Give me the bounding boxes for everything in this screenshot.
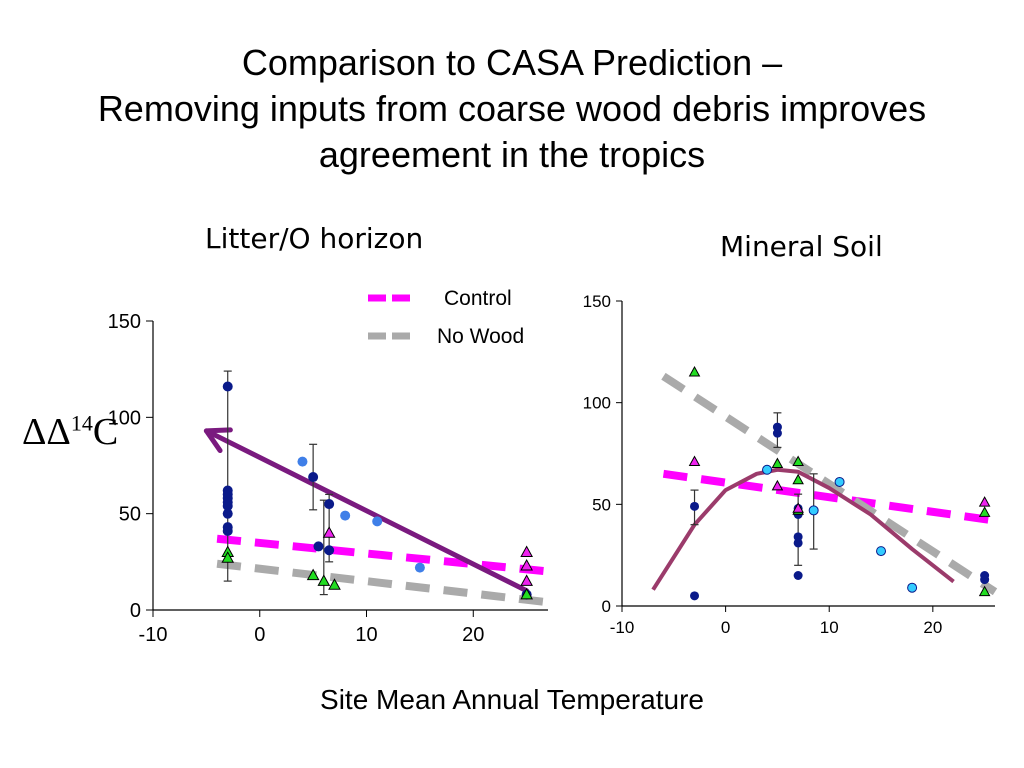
litter-y-tick-label: 100 — [108, 407, 141, 429]
mineral-navy-data-point — [793, 571, 803, 580]
mineral-green-triangle-point — [792, 455, 804, 466]
y-axis-label: ΔΔ14C — [22, 410, 118, 454]
litter-navy-data-point — [222, 489, 233, 500]
mineral-y-tick-label: 100 — [583, 394, 611, 413]
litter-control-line — [216, 534, 549, 576]
litter-navy-data-point — [324, 545, 335, 556]
mineral-control-line — [662, 469, 996, 525]
mineral-magenta-triangle-point — [688, 455, 701, 466]
litter-blue-data-point — [414, 562, 425, 573]
litter-y-tick-label: 0 — [130, 600, 141, 622]
mineral-cyan-data-point — [834, 476, 845, 487]
mineral-green-triangle-point — [792, 473, 804, 485]
legend-label-no-wood: No Wood — [437, 325, 524, 348]
litter-trend-arrow-head — [203, 427, 233, 454]
litter-green-triangle-point — [306, 568, 320, 581]
litter-green-triangle-point — [221, 551, 235, 563]
litter-navy-data-point — [308, 472, 319, 483]
mineral-magenta-triangle-point — [792, 502, 804, 513]
litter-navy-data-point — [324, 499, 335, 510]
mineral-magenta-triangle-point — [978, 496, 991, 507]
mineral-navy-data-point — [980, 575, 990, 585]
litter-green-triangle-point — [328, 578, 341, 590]
x-axis-label: Site Mean Annual Temperature — [320, 684, 704, 715]
mineral-cyan-data-point — [808, 505, 819, 516]
mineral-green-triangle-point — [978, 585, 991, 597]
mineral-cyan-data-point — [907, 582, 918, 593]
litter-blue-data-point — [372, 516, 383, 527]
litter-no-wood-line — [216, 559, 549, 607]
y-axis-label-c: C — [92, 411, 119, 453]
litter-trend-arrow — [203, 428, 530, 594]
litter-navy-data-point — [313, 541, 324, 552]
mineral-no-wood-line — [661, 372, 998, 596]
litter-magenta-triangle-point — [520, 558, 533, 571]
mineral-green-triangle-point — [978, 506, 991, 517]
mineral-x-tick-label: 10 — [820, 618, 839, 637]
title-line-3: agreement in the tropics — [318, 134, 706, 175]
litter-magenta-triangle-point — [520, 545, 533, 557]
title-line-2: Removing inputs from coarse wood debris … — [97, 88, 927, 129]
litter-x-tick-label: -10 — [139, 624, 168, 646]
litter-navy-data-point — [222, 526, 233, 537]
litter-blue-data-point — [297, 456, 308, 467]
litter-green-triangle-point — [317, 574, 331, 586]
mineral-y-tick-label: 150 — [583, 292, 611, 311]
mineral-y-tick-label: 50 — [592, 495, 611, 514]
legend-label-control: Control — [444, 287, 512, 310]
mineral-navy-data-point — [772, 428, 782, 438]
mineral-cyan-data-point — [876, 546, 887, 557]
mineral-x-tick-label: -10 — [610, 618, 635, 637]
litter-magenta-triangle-point — [520, 574, 533, 586]
mineral-y-tick-label: 0 — [602, 597, 611, 616]
litter-navy-data-point — [222, 508, 233, 519]
litter-y-tick-label: 50 — [119, 504, 141, 526]
title-line-1: Comparison to CASA Prediction – — [241, 42, 783, 83]
litter-navy-data-point — [222, 497, 233, 508]
litter-x-tick-label: 0 — [254, 624, 265, 646]
mineral-x-tick-label: 0 — [721, 618, 730, 637]
litter-y-tick-label: 150 — [108, 311, 141, 333]
mineral-navy-data-point — [690, 591, 700, 601]
slide-title: Comparison to CASA Prediction – Removing… — [0, 40, 1024, 178]
mineral-cyan-data-point — [762, 464, 773, 475]
mineral-navy-data-point — [690, 501, 700, 511]
mineral-panel-title: Mineral Soil — [720, 230, 883, 263]
mineral-navy-data-point — [793, 538, 803, 548]
litter-panel-title: Litter/O horizon — [205, 222, 424, 255]
litter-x-tick-label: 10 — [355, 624, 377, 646]
mineral-magenta-triangle-point — [771, 479, 784, 491]
mineral-green-triangle-point — [771, 457, 784, 469]
litter-blue-data-point — [340, 510, 351, 521]
litter-navy-data-point — [222, 381, 233, 392]
litter-magenta-triangle-point — [322, 526, 336, 538]
litter-x-tick-label: 20 — [462, 624, 484, 646]
mineral-green-triangle-point — [688, 366, 701, 377]
litter-green-triangle-point — [520, 587, 533, 600]
mineral-x-tick-label: 20 — [923, 618, 942, 637]
y-axis-label-delta: ΔΔ — [22, 411, 71, 453]
mineral-fit-curve — [651, 467, 955, 591]
y-axis-label-superscript: 14 — [70, 410, 93, 436]
